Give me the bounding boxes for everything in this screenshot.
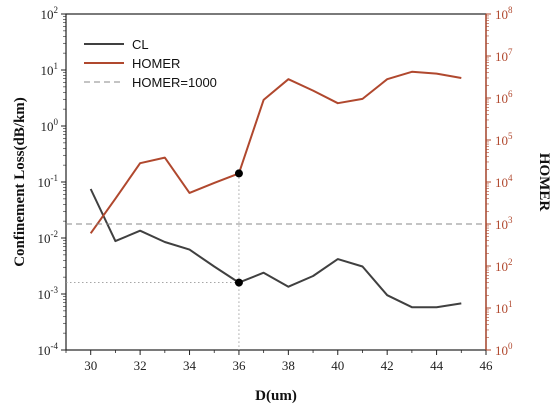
y2-tick-label: 105 (495, 131, 513, 148)
y-axis-title: Confinement Loss(dB/km) (12, 97, 28, 267)
x-tick-label: 38 (282, 358, 295, 373)
x-tick-label: 32 (134, 358, 147, 373)
x-tick-label: 46 (480, 358, 494, 373)
x-tick-label: 34 (183, 358, 197, 373)
series-line-cl (89, 188, 462, 309)
series-line-homer (89, 70, 462, 234)
y2-tick-label: 106 (495, 89, 513, 106)
y2-axis-title: HOMER (536, 153, 550, 211)
y2-tick-label: 101 (495, 299, 513, 316)
plot-area (65, 13, 487, 351)
y2-tick-label: 107 (495, 47, 513, 64)
y2-tick-label: 108 (495, 5, 513, 22)
x-axis-title: D(um) (255, 388, 297, 404)
axes: 30 32 34 36 38 40 42 44 46 10-4 10-3 10-2 10-1 100 101… (12, 5, 550, 404)
y-tick-label: 10-3 (38, 285, 59, 302)
legend: CL HOMER HOMER=1000 (84, 37, 217, 90)
legend-label: CL (132, 37, 149, 52)
x-tick-label: 36 (232, 358, 246, 373)
y-tick-label: 102 (41, 5, 59, 22)
marker-point-cl (234, 278, 243, 287)
y-tick-label: 100 (41, 117, 59, 134)
x-tick-label: 44 (430, 358, 444, 373)
y-tick-label: 10-2 (38, 229, 59, 246)
y-tick-label: 10-4 (38, 341, 59, 358)
y-tick-label: 10-1 (38, 173, 59, 190)
y2-tick-label: 104 (495, 173, 513, 190)
marker-point-homer (234, 169, 243, 178)
y2-tick-label: 102 (495, 257, 513, 274)
legend-label: HOMER=1000 (132, 75, 217, 90)
plot-frame (65, 13, 487, 351)
x-tick-label: 42 (381, 358, 394, 373)
y-tick-label: 101 (41, 61, 59, 78)
x-tick-label: 40 (331, 358, 344, 373)
y2-tick-label: 100 (495, 341, 513, 358)
legend-label: HOMER (132, 56, 180, 71)
x-tick-label: 30 (84, 358, 97, 373)
series-layer (66, 70, 486, 350)
y2-tick-label: 103 (495, 215, 513, 232)
